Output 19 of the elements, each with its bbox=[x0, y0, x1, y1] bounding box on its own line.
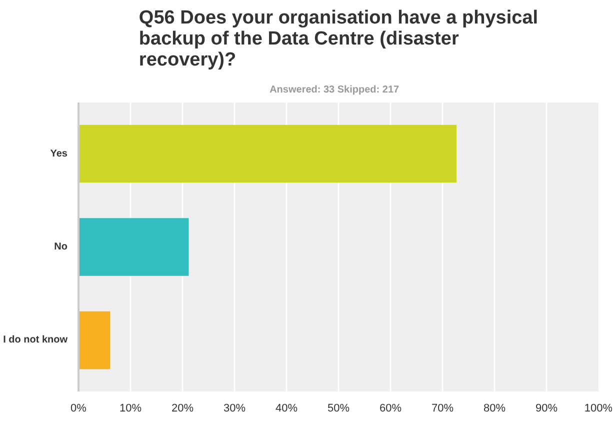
x-tick-label: 10% bbox=[119, 402, 142, 414]
x-tick-label: 100% bbox=[584, 402, 613, 414]
x-tick-label: 70% bbox=[431, 402, 454, 414]
x-tick-label: 20% bbox=[171, 402, 194, 414]
x-tick-label: 30% bbox=[223, 402, 246, 414]
x-tick-label: 0% bbox=[70, 402, 87, 414]
chart-title: Q56 Does your organisation have a physical backup of the Data Centre (disaster recovery)? bbox=[138, 8, 538, 70]
y-tick-label: No bbox=[54, 242, 68, 252]
x-tick-label: 60% bbox=[379, 402, 402, 414]
bar bbox=[78, 124, 457, 183]
bar bbox=[78, 218, 189, 276]
chart-subtitle: Answered: 33 Skipped: 217 bbox=[270, 84, 400, 96]
x-tick-label: 40% bbox=[275, 402, 298, 414]
x-tick-label: 50% bbox=[327, 402, 350, 414]
y-tick-label: I do not know bbox=[3, 334, 68, 346]
x-tick-label: 80% bbox=[483, 402, 506, 414]
x-tick-label: 90% bbox=[535, 402, 558, 414]
y-tick-label: Yes bbox=[50, 148, 68, 160]
bar bbox=[78, 311, 110, 370]
